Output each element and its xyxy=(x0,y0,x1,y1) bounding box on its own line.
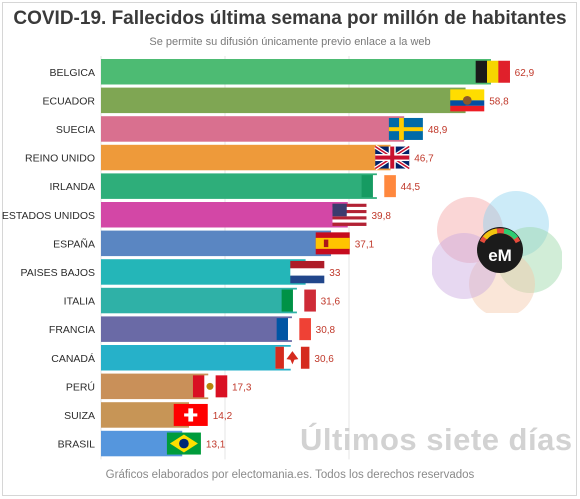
bar xyxy=(101,259,306,285)
category-label: IRLANDA xyxy=(49,181,95,193)
netherlands-flag-icon xyxy=(290,260,325,284)
ecuador-flag-icon xyxy=(450,89,485,112)
bar-row: BRASIL 13,1 xyxy=(58,430,226,457)
category-label: SUIZA xyxy=(64,410,95,422)
bar-row: ESPAÑA 37,1 xyxy=(53,230,375,257)
chart-subtitle: Se permite su difusión únicamente previo… xyxy=(149,36,431,48)
canada-flag-icon xyxy=(275,346,310,369)
ireland-flag-icon xyxy=(361,175,396,198)
value-label: 30,6 xyxy=(314,354,334,365)
value-label: 33 xyxy=(329,268,341,279)
bar xyxy=(101,316,292,342)
value-label: 58,8 xyxy=(489,96,509,107)
value-label: 39,8 xyxy=(371,211,391,222)
bar xyxy=(101,87,466,114)
bar-row: ECUADOR 58,8 xyxy=(42,87,509,114)
bar xyxy=(101,345,291,371)
switzerland-flag-icon xyxy=(173,403,208,426)
united-kingdom-flag-icon xyxy=(374,144,411,171)
bar-row: REINO UNIDO 46,7 xyxy=(25,144,434,171)
logo-text: eM xyxy=(488,246,512,265)
chart-title: COVID-19. Fallecidos última semana por m… xyxy=(13,8,567,29)
value-label: 37,1 xyxy=(355,239,375,250)
value-label: 30,8 xyxy=(316,325,336,336)
watermark-text: Últimos siete días xyxy=(300,422,573,457)
category-label: REINO UNIDO xyxy=(25,153,95,165)
category-label: FRANCIA xyxy=(49,324,95,336)
category-label: BELGICA xyxy=(49,67,95,79)
value-label: 62,9 xyxy=(515,68,535,79)
category-label: BRASIL xyxy=(58,439,96,451)
footer-credit: Gráficos elaborados por electomania.es. … xyxy=(105,469,475,481)
value-label: 48,9 xyxy=(428,125,448,136)
bar-row: BELGICA 62,9 xyxy=(49,59,535,85)
bar-row: PERÚ 17,3 xyxy=(66,373,252,400)
united-states-flag-icon xyxy=(332,203,367,226)
peru-flag-icon xyxy=(192,375,228,398)
bar xyxy=(101,373,209,400)
category-label: ESTADOS UNIDOS xyxy=(2,210,95,222)
electomania-logo: eM xyxy=(432,191,562,313)
value-label: 17,3 xyxy=(232,382,252,393)
category-label: SUECIA xyxy=(56,124,95,136)
france-flag-icon xyxy=(276,318,311,341)
bar-row: ITALIA 31,6 xyxy=(64,287,341,314)
category-label: CANADÁ xyxy=(51,352,95,365)
category-label: PAISES BAJOS xyxy=(21,267,96,279)
bar xyxy=(101,230,332,257)
sweden-flag-icon xyxy=(388,117,423,140)
bar-row: SUECIA 48,9 xyxy=(56,116,448,142)
italy-flag-icon xyxy=(281,289,316,312)
value-label: 46,7 xyxy=(414,154,434,165)
bar-row: CANADÁ 30,6 xyxy=(51,345,334,371)
bar-row: ESTADOS UNIDOS 39,8 xyxy=(2,202,391,228)
bar-row: IRLANDA 44,5 xyxy=(49,173,421,199)
brazil-flag-icon xyxy=(166,432,201,455)
value-label: 31,6 xyxy=(321,297,341,308)
bar xyxy=(101,173,377,199)
bar xyxy=(101,287,297,314)
bar xyxy=(101,144,391,171)
spain-flag-icon xyxy=(315,232,350,255)
bar xyxy=(101,116,405,142)
category-label: ESPAÑA xyxy=(53,237,95,250)
bar-row: FRANCIA 30,8 xyxy=(49,316,336,342)
value-label: 13,1 xyxy=(206,440,226,451)
bar-row: PAISES BAJOS 33 xyxy=(21,259,341,285)
value-label: 14,2 xyxy=(213,411,233,422)
bar xyxy=(101,202,348,228)
bar xyxy=(101,59,491,85)
category-label: ECUADOR xyxy=(42,95,95,107)
category-label: ITALIA xyxy=(64,296,95,308)
bar-row: SUIZA 14,2 xyxy=(64,402,233,428)
value-label: 44,5 xyxy=(401,182,421,193)
belgium-flag-icon xyxy=(475,60,510,83)
category-label: PERÚ xyxy=(66,380,95,393)
